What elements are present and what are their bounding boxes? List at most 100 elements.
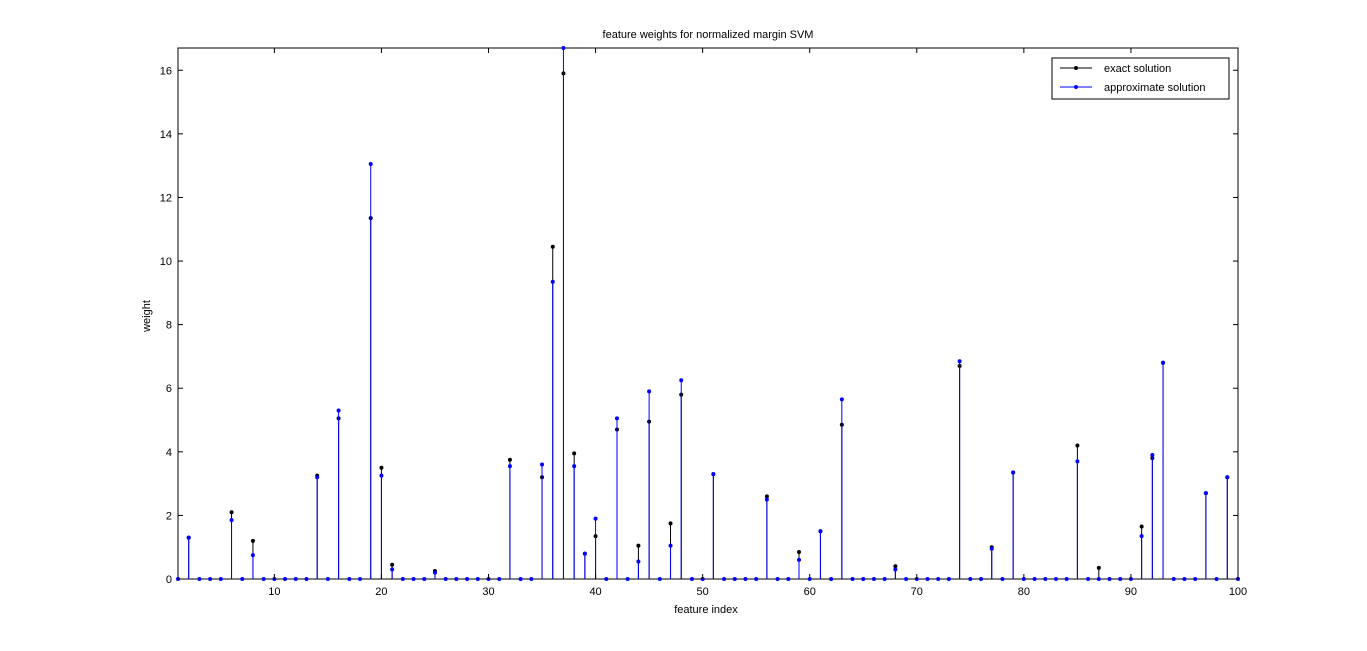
point-0-47: [668, 521, 673, 526]
point-1-91: [1139, 534, 1144, 539]
y-tick-label-0: 0: [166, 574, 172, 586]
point-1-97: [1203, 491, 1208, 496]
zero-point-27: [454, 577, 459, 581]
zero-point-69: [904, 577, 909, 581]
x-tick-label-50: 50: [697, 586, 709, 598]
point-1-61: [818, 529, 823, 534]
point-0-32: [507, 457, 512, 462]
x-tick-label-30: 30: [482, 586, 494, 598]
zero-point-24: [422, 577, 427, 581]
point-1-68: [893, 567, 898, 572]
zero-point-12: [293, 577, 298, 581]
zero-point-94: [1171, 577, 1176, 581]
zero-point-55: [754, 577, 759, 581]
plot-area: 10 20 30 40 50 60 70 80 90 100 0 2 4 6 8 10 12 14 16: [160, 46, 1247, 598]
zero-point-65: [861, 577, 866, 581]
zero-point-3: [197, 577, 202, 581]
point-1-92: [1150, 452, 1155, 457]
point-1-51: [711, 472, 716, 477]
series-approximate-solution: [186, 46, 1230, 581]
zero-point-28: [465, 577, 470, 581]
point-0-36: [550, 244, 555, 249]
zero-point-34: [529, 577, 534, 581]
legend-marker-exact: [1074, 66, 1078, 70]
zero-point-46: [657, 577, 662, 581]
legend-label-approximate: approximate solution: [1104, 82, 1206, 94]
point-1-99: [1225, 475, 1230, 480]
zero-point-86: [1086, 577, 1091, 581]
zero-point-96: [1193, 577, 1198, 581]
zero-point-11: [283, 577, 288, 581]
point-1-16: [336, 408, 341, 413]
y-tick-label-4: 4: [166, 447, 172, 459]
zero-point-52: [722, 577, 727, 581]
y-axis-label: weight: [141, 300, 153, 333]
point-0-85: [1075, 443, 1080, 448]
zero-point-82: [1043, 577, 1048, 581]
point-1-74: [957, 359, 962, 364]
point-1-14: [315, 475, 320, 480]
point-1-63: [839, 397, 844, 402]
zero-point-81: [1032, 577, 1037, 581]
point-1-25: [432, 570, 437, 575]
zero-point-26: [443, 577, 448, 581]
zero-point-75: [968, 577, 973, 581]
zero-point-17: [347, 577, 352, 581]
point-0-20: [379, 465, 384, 470]
point-0-44: [636, 543, 641, 548]
point-1-85: [1075, 459, 1080, 464]
zero-point-43: [625, 577, 630, 581]
point-1-44: [636, 559, 641, 564]
point-1-8: [250, 553, 255, 558]
zero-point-95: [1182, 577, 1187, 581]
zero-point-33: [518, 577, 523, 581]
point-1-32: [507, 464, 512, 469]
y-tick-label-6: 6: [166, 383, 172, 395]
axes-box: [177, 47, 1239, 580]
zero-point-66: [871, 577, 876, 581]
zero-point-98: [1214, 577, 1219, 581]
point-1-47: [668, 543, 673, 548]
zero-point-23: [411, 577, 416, 581]
point-1-19: [368, 162, 373, 167]
point-0-56: [764, 494, 769, 499]
point-1-48: [679, 378, 684, 383]
zero-point-13: [304, 577, 309, 581]
point-0-38: [572, 451, 577, 456]
zero-point-31: [497, 577, 502, 581]
x-axis-label: feature index: [674, 604, 738, 616]
zero-point-88: [1107, 577, 1112, 581]
point-0-68: [893, 564, 898, 569]
y-tick-label-2: 2: [166, 510, 172, 522]
legend-label-exact: exact solution: [1104, 63, 1171, 75]
point-1-87: [1096, 577, 1101, 581]
point-1-36: [550, 279, 555, 284]
axis-ticks: 10 20 30 40 50 60 70 80 90 100 0 2 4 6 8 10 12 14 16: [160, 48, 1247, 598]
point-1-35: [540, 462, 545, 467]
zero-point-5: [218, 577, 223, 581]
zero-point-89: [1118, 577, 1123, 581]
chart-title: feature weights for normalized margin SV…: [603, 29, 814, 41]
point-1-59: [797, 557, 802, 562]
legend-marker-approximate: [1074, 85, 1078, 89]
point-1-77: [989, 546, 994, 551]
point-1-56: [764, 497, 769, 502]
x-tick-label-90: 90: [1125, 586, 1137, 598]
x-tick-label-80: 80: [1018, 586, 1030, 598]
x-tick-label-10: 10: [268, 586, 280, 598]
point-1-93: [1161, 360, 1166, 365]
x-tick-label-70: 70: [911, 586, 923, 598]
zero-point-76: [979, 577, 984, 581]
zero-point-58: [786, 577, 791, 581]
zero-point-72: [936, 577, 941, 581]
zero-point-29: [475, 577, 480, 581]
x-tick-label-40: 40: [589, 586, 601, 598]
zero-point-71: [925, 577, 930, 581]
zero-point-49: [689, 577, 694, 581]
legend-box: [1051, 57, 1230, 100]
zero-point-84: [1064, 577, 1069, 581]
point-1-42: [614, 416, 619, 421]
zero-point-83: [1053, 577, 1058, 581]
zero-weight-markers: [176, 577, 1240, 581]
